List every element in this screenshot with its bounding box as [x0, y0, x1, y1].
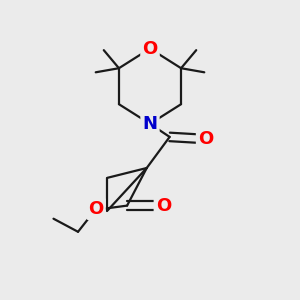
Text: O: O — [198, 130, 213, 148]
Text: O: O — [88, 200, 104, 218]
Text: O: O — [156, 196, 171, 214]
Text: O: O — [142, 40, 158, 58]
Text: N: N — [142, 115, 158, 133]
